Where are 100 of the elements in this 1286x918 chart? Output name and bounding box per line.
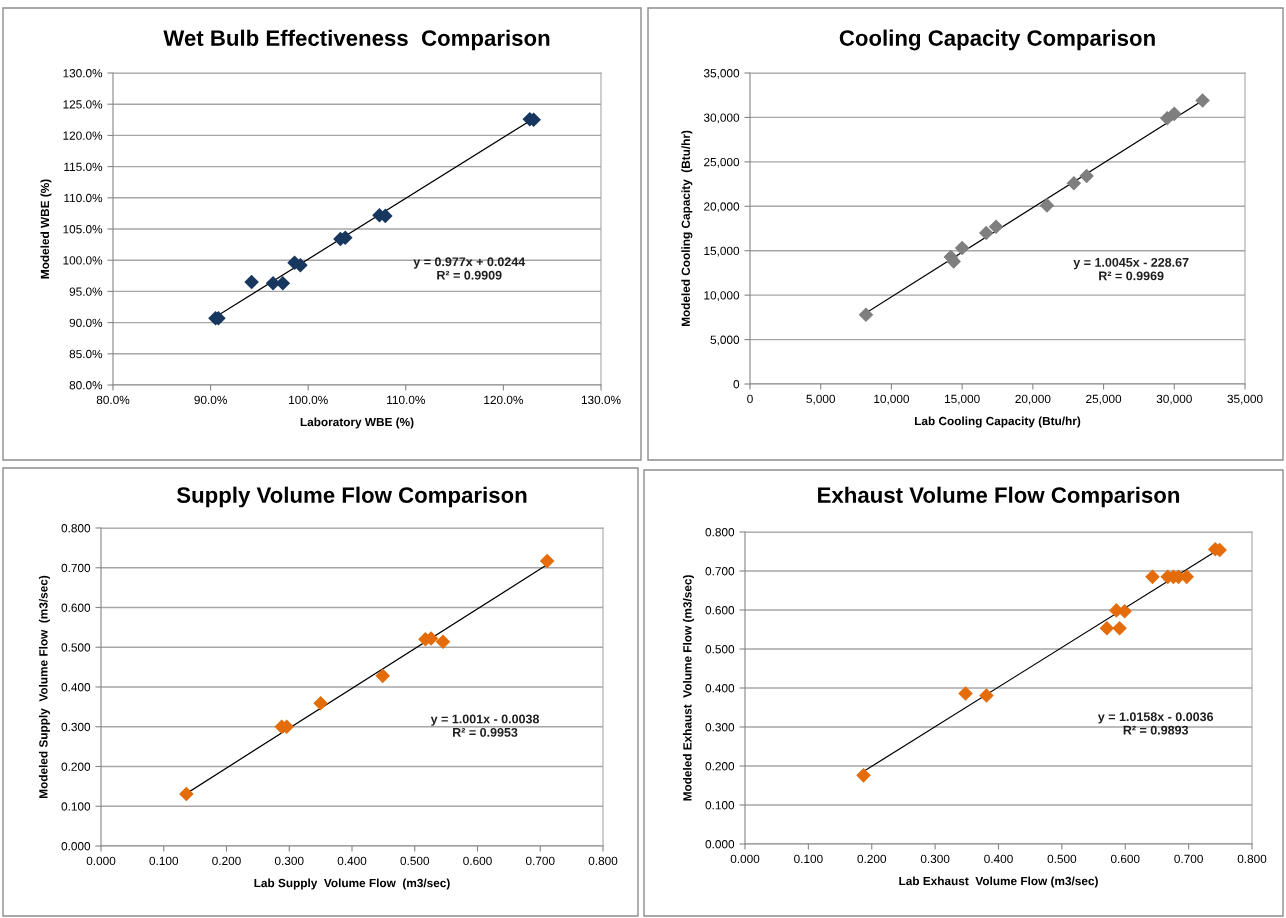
y-tick-label: 95.0% [69,287,103,296]
point [1145,569,1160,585]
x-tick-label: 0.700 [525,856,555,866]
point [1112,621,1127,636]
point [435,634,451,649]
y-tick-label: 120.0% [63,131,103,140]
chart-title: Supply Volume Flow Comparison [176,486,527,508]
x-tick-label: 0.300 [274,856,304,866]
chart-title: Wet Bulb Effectiveness Comparison [163,29,550,51]
x-tick-label: 30,000 [1156,394,1192,405]
y-tick-label: 0.300 [61,722,91,732]
x-tick-label: 0.800 [1237,854,1267,864]
y-tick-label: 115.0% [64,162,103,171]
y-tick-label: 25,000 [704,157,740,168]
x-axis-title: Lab Supply Volume Flow (m3/sec) [254,878,450,890]
y-tick-label: 0.700 [705,567,735,576]
x-tick-label: 15,000 [944,394,980,405]
x-tick-label: 0.200 [212,856,241,866]
x-tick-label: 20,000 [1015,394,1051,405]
point [244,274,259,290]
y-tick-label: 0.400 [61,683,91,692]
x-tick-label: 130.0% [581,395,621,405]
y-tick-label: 30,000 [703,113,740,124]
x-tick-label: 0.000 [86,856,116,866]
point [313,696,328,711]
y-tick-label: 90.0% [69,318,103,327]
y-tick-label: 105.0% [63,225,103,234]
y-tick-label: 0.100 [705,801,735,810]
annotation: y = 0.977x + 0.0244 R² = 0.9909 [413,257,526,280]
y-tick-label: 0.500 [705,645,735,654]
y-tick-label: 20,000 [704,202,740,213]
x-tick-label: 0.600 [463,856,492,866]
x-tick-label: 0 [747,394,753,404]
x-tick-label: 0.200 [857,854,887,864]
x-tick-label: 0.700 [1174,854,1203,864]
point [858,307,874,322]
x-tick-label: 0.400 [337,856,367,866]
annotation: y = 1.0158x - 0.0036 R² = 0.9893 [1097,712,1214,735]
y-tick-label: 0.300 [705,723,735,732]
y-tick-label: 15,000 [704,246,740,257]
x-tick-label: 90.0% [194,395,227,405]
x-tick-label: 80.0% [96,395,130,405]
x-tick-label: 0.500 [1047,854,1077,864]
x-tick-label: 10,000 [874,394,910,405]
y-tick-label: 0 [733,380,740,389]
point [539,553,555,569]
y-tick-label: 110.0% [64,193,103,203]
y-tick-label: 5,000 [710,335,740,346]
point [978,225,994,241]
x-tick-label: 25,000 [1086,394,1122,405]
annotation: y = 1.0045x - 228.67 R² = 0.9969 [1073,257,1189,281]
chart-title: Cooling Capacity Comparison [839,29,1155,51]
y-tick-label: 0.800 [61,524,91,533]
y-axis-title: Modeled Cooling Capacity (Btu/hr) [681,130,693,327]
x-tick-label: 0.000 [730,854,760,864]
y-tick-label: 130.0% [63,69,103,78]
x-tick-label: 35,000 [1227,394,1263,405]
chart-title: Exhaust Volume Flow Comparison [818,486,1180,508]
x-tick-label: 100.0% [289,395,328,405]
y-tick-label: 0.000 [61,842,91,851]
point [1195,93,1210,108]
y-tick-label: 0.500 [61,643,91,652]
y-tick-label: 0.100 [61,802,91,811]
y-tick-label: 0.200 [705,762,735,771]
point [988,219,1004,235]
x-tick-label: 0.100 [794,854,823,864]
y-tick-label: 35,000 [703,69,740,79]
x-tick-label: 5,000 [806,394,836,405]
point [1167,106,1182,122]
x-tick-label: 0.400 [984,854,1013,864]
y-tick-label: 0.700 [61,563,91,573]
x-axis-title: Lab Cooling Capacity (Btu/hr) [915,416,1081,428]
point [954,240,970,256]
y-tick-label: 0.200 [61,762,91,771]
x-tick-label: 0.500 [400,856,430,866]
y-tick-label: 80.0% [69,381,103,390]
annotation: y = 1.001x - 0.0038 R² = 0.9953 [430,714,540,737]
point [1079,168,1094,184]
y-tick-label: 10,000 [704,291,740,301]
x-tick-label: 0.100 [149,856,179,866]
y-tick-label: 85.0% [69,349,103,359]
y-tick-label: 0.600 [61,603,91,612]
point [856,768,871,783]
x-axis-title: Lab Exhaust Volume Flow (m3/sec) [899,876,1098,888]
x-tick-label: 120.0% [484,395,523,405]
y-tick-label: 125.0% [63,100,103,109]
point [1039,198,1055,213]
y-tick-label: 0.000 [705,840,735,849]
point [1066,175,1082,191]
y-tick-label: 100.0% [63,256,103,265]
point [1099,621,1115,636]
point [179,786,194,802]
point [979,688,994,703]
y-tick-label: 0.800 [705,528,735,537]
x-tick-label: 0.600 [1110,854,1140,864]
x-axis-title: Laboratory WBE (%) [300,417,414,429]
point [958,686,973,701]
y-axis-title: Modeled Exhaust Volume Flow (m3/sec) [682,575,694,801]
y-axis-title: Modeled Supply Volume Flow (m3/sec) [38,575,50,798]
x-tick-label: 0.800 [588,856,618,866]
